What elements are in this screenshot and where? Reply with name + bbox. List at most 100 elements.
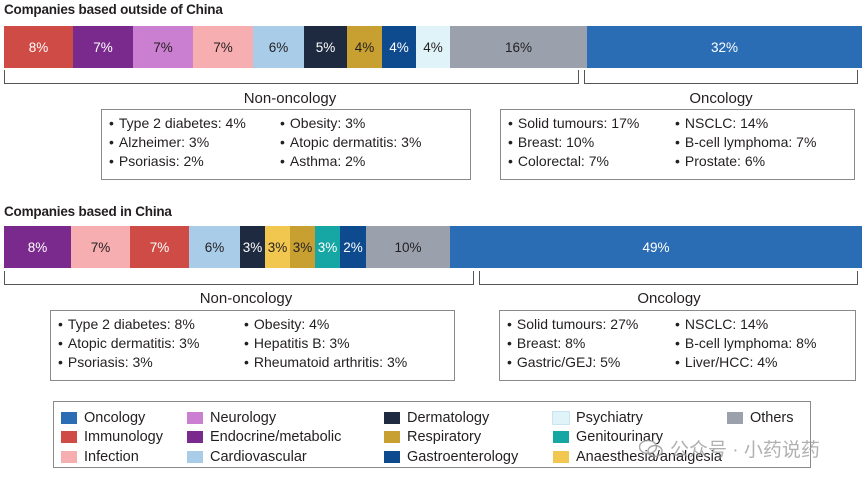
list-item: B-cell lymphoma: 7% (675, 133, 817, 152)
non-oncology-box-outside: Type 2 diabetes: 4%Alzheimer: 3%Psoriasi… (101, 109, 471, 180)
oncology-box-china: Solid tumours: 27%Breast: 8%Gastric/GEJ:… (499, 310, 856, 381)
bar-segment-respiratory: 3% (290, 226, 315, 268)
bar-segment-immunology: 7% (130, 226, 189, 268)
stacked-bar-outside-china: 8% 7% 7% 7% 6% 5% 4% 4% 4% 16% 32% (4, 26, 862, 68)
bar-segment-oncology: 49% (450, 226, 862, 268)
legend-label: Gastroenterology (407, 448, 519, 465)
segment-label: 10% (394, 239, 422, 255)
legend: Oncology Immunology Infection Neurology End… (53, 401, 811, 468)
list-item: Type 2 diabetes: 8% (58, 315, 199, 334)
legend-swatch (384, 411, 400, 424)
chart-title-in-china: Companies based in China (4, 204, 172, 219)
list-item: Atopic dermatitis: 3% (280, 133, 422, 152)
bar-segment-others: 16% (450, 26, 587, 68)
legend-label: Immunology (84, 429, 163, 446)
legend-item-immunology: Immunology (61, 428, 163, 448)
legend-swatch (61, 450, 77, 463)
legend-item-oncology: Oncology (61, 408, 163, 428)
list-item: Liver/HCC: 4% (675, 353, 816, 372)
legend-label: Respiratory (407, 429, 482, 446)
list-item: Gastric/GEJ: 5% (507, 353, 638, 372)
legend-label: Neurology (210, 409, 277, 426)
bar-segment-oncology: 32% (587, 26, 862, 68)
segment-label: 3% (317, 239, 338, 255)
legend-item-anaesthesia-analgesia: Anaesthesia/analgesia (553, 447, 722, 467)
brace-non-oncology-china (4, 271, 474, 285)
segment-label: 5% (315, 39, 336, 55)
legend-label: Oncology (84, 409, 146, 426)
list-item: B-cell lymphoma: 8% (675, 334, 817, 353)
bar-segment-cardiovascular: 6% (253, 26, 304, 68)
legend-swatch (187, 431, 203, 444)
legend-swatch (187, 450, 203, 463)
non-oncology-box-china: Type 2 diabetes: 8%Atopic dermatitis: 3%… (50, 310, 455, 381)
segment-label: 4% (423, 39, 443, 55)
bar-segment-dermatology: 3% (240, 226, 265, 268)
bar-segment-infection: 7% (193, 26, 253, 68)
segment-label: 32% (710, 39, 739, 55)
legend-swatch (553, 431, 569, 444)
legend-item-cardiovascular: Cardiovascular (187, 447, 341, 467)
oncology-box-outside: Solid tumours: 17%Breast: 10%Colorectal:… (500, 109, 855, 180)
legend-label: Cardiovascular (210, 448, 307, 465)
bar-segment-endocrine-metabolic: 7% (73, 26, 133, 68)
bar-segment-psychiatry: 4% (416, 26, 450, 68)
watermark: 公众号 · 小药说药 (639, 435, 820, 462)
brace-oncology-outside (584, 70, 858, 84)
brace-oncology-china (479, 271, 858, 285)
group-label-oncology-outside: Oncology (689, 90, 753, 107)
bar-segment-immunology: 8% (4, 26, 73, 68)
segment-label: 8% (28, 39, 49, 55)
segment-label: 7% (153, 39, 173, 55)
segment-label: 4% (354, 39, 375, 55)
list-item: Prostate: 6% (675, 152, 816, 171)
bar-segment-neurology: 7% (133, 26, 193, 68)
segment-label: 7% (149, 239, 170, 255)
legend-swatch (553, 450, 569, 463)
segment-label: 3% (242, 239, 263, 255)
legend-item-psychiatry: Psychiatry (552, 408, 722, 428)
list-item: Breast: 8% (507, 334, 638, 353)
list-item: Breast: 10% (508, 133, 639, 152)
legend-swatch (61, 411, 77, 424)
brace-non-oncology-outside (4, 70, 579, 84)
segment-label: 6% (204, 239, 225, 255)
legend-swatch (552, 410, 570, 425)
list-item: Asthma: 2% (280, 152, 421, 171)
legend-item-endocrine-metabolic: Endocrine/metabolic (187, 428, 341, 448)
stacked-bar-in-china: 8% 7% 7% 6% 3% 3% 3% 3% 2% 10% 49% (4, 226, 862, 268)
watermark-text: 公众号 · 小药说药 (670, 440, 820, 461)
legend-swatch (384, 450, 400, 463)
legend-swatch (727, 411, 743, 424)
bar-segment-infection: 7% (71, 226, 130, 268)
wechat-icon (639, 440, 663, 457)
bar-segment-gastroenterology: 2% (340, 226, 366, 268)
bar-segment-dermatology: 5% (304, 26, 347, 68)
list-item: Psoriasis: 2% (109, 152, 246, 171)
segment-label: 2% (343, 239, 363, 255)
segment-label: 16% (504, 39, 533, 55)
group-label-oncology-china: Oncology (637, 290, 701, 307)
segment-label: 4% (389, 39, 409, 55)
legend-swatch (384, 431, 400, 444)
list-item: Obesity: 3% (280, 114, 421, 133)
bar-segment-cardiovascular: 6% (189, 226, 240, 268)
list-item: Colorectal: 7% (508, 152, 639, 171)
bar-segment-endocrine-metabolic: 8% (4, 226, 71, 268)
legend-swatch (187, 411, 203, 424)
legend-label: Infection (84, 448, 139, 465)
list-item: Obesity: 4% (244, 315, 407, 334)
legend-label: Genitourinary (576, 429, 664, 446)
list-item: Solid tumours: 27% (507, 315, 638, 334)
bar-segment-others: 10% (366, 226, 450, 268)
bar-segment-respiratory: 4% (347, 26, 382, 68)
list-item: NSCLC: 14% (675, 114, 816, 133)
segment-label: 7% (93, 39, 113, 55)
legend-item-genitourinary: Genitourinary (553, 428, 722, 448)
segment-label: 8% (27, 239, 48, 255)
segment-label: 49% (642, 239, 670, 255)
bar-segment-gastroenterology: 4% (382, 26, 416, 68)
legend-swatch (61, 431, 77, 444)
bar-segment-anaesthesia-analgesia: 3% (265, 226, 290, 268)
segment-label: 7% (90, 239, 111, 255)
